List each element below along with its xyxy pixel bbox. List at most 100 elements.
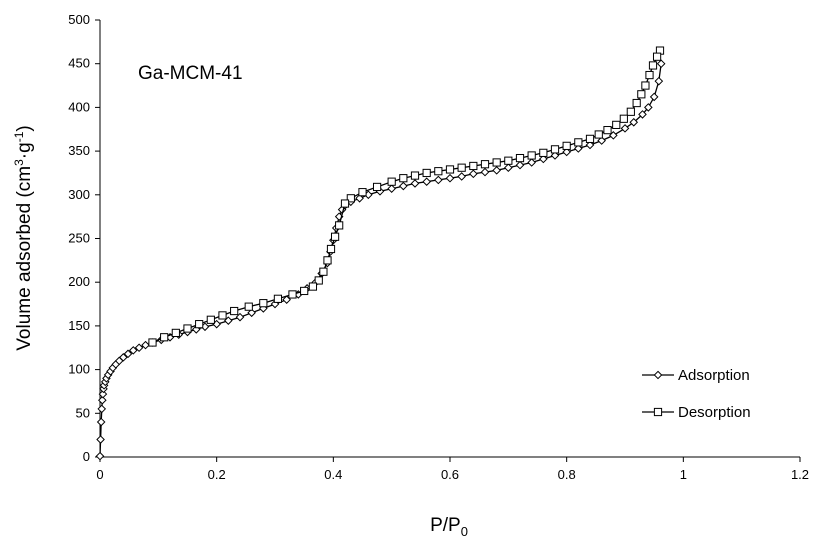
adsorption-point	[597, 136, 606, 145]
desorption-point	[183, 324, 192, 333]
y-tick-label: 0	[83, 449, 90, 464]
desorption-point	[273, 294, 283, 303]
desorption-point	[562, 141, 571, 150]
desorption-point	[206, 315, 215, 324]
desorption-point	[515, 153, 525, 163]
desorption-point	[619, 114, 628, 123]
desorption-point	[308, 282, 318, 291]
adsorption-point	[98, 389, 108, 399]
legend-label-adsorption: Adsorption	[678, 367, 750, 384]
desorption-point	[218, 311, 227, 320]
adsorption-point	[539, 154, 548, 164]
adsorption-point	[585, 140, 595, 150]
desorption-point	[319, 267, 328, 276]
desorption-point	[314, 276, 323, 285]
legend-item-desorption: Desorption	[642, 404, 751, 421]
adsorption-point	[574, 144, 583, 153]
desorption-point	[330, 232, 340, 241]
adsorption-point	[638, 110, 647, 119]
desorption-point	[492, 158, 501, 167]
adsorption-point	[550, 151, 560, 160]
desorption-point	[445, 165, 455, 174]
y-tick-label: 200	[68, 274, 90, 289]
desorption-point	[585, 134, 595, 143]
adsorption-point	[141, 340, 150, 350]
adsorption-point	[445, 173, 455, 183]
adsorption-point	[434, 175, 443, 185]
desorption-point	[527, 151, 536, 160]
desorption-point	[300, 286, 309, 296]
adsorption-point	[119, 353, 128, 362]
adsorption-point	[95, 451, 105, 461]
desorption-point	[648, 61, 658, 70]
desorption-point	[148, 338, 157, 347]
x-tick-label: 1.2	[791, 467, 809, 482]
adsorption-point	[387, 184, 396, 193]
desorption-point	[469, 161, 478, 171]
adsorption-point	[469, 169, 478, 179]
x-tick-label: 0.6	[441, 467, 459, 482]
x-tick-label: 0.8	[558, 467, 576, 482]
axes	[99, 20, 800, 458]
adsorption-point	[399, 181, 408, 191]
desorption-point	[594, 130, 603, 139]
adsorption-point	[235, 312, 245, 322]
desorption-line	[152, 50, 661, 344]
desorption-point	[652, 52, 662, 61]
legend-marker-adsorption	[653, 370, 663, 380]
desorption-point	[323, 256, 332, 265]
y-tick-label: 50	[76, 405, 90, 420]
desorption-point	[326, 244, 336, 254]
desorption-point	[195, 320, 204, 329]
y-tick-label: 350	[68, 143, 90, 158]
desorption-point	[340, 199, 350, 208]
y-tick-label: 100	[68, 362, 90, 377]
desorption-point	[160, 333, 169, 342]
adsorption-point	[128, 346, 138, 355]
adsorption-point	[410, 179, 420, 188]
desorption-point	[574, 138, 583, 147]
desorption-point	[230, 306, 239, 316]
legend: Adsorption Desorption	[642, 367, 751, 421]
adsorption-point	[504, 163, 513, 173]
legend-marker-desorption	[653, 407, 663, 417]
adsorption-point	[96, 435, 105, 444]
desorption-point	[632, 98, 641, 108]
adsorption-point	[247, 308, 256, 318]
adsorption-point	[527, 158, 536, 167]
adsorption-line	[99, 63, 662, 457]
desorption-point	[504, 156, 513, 165]
adsorption-point	[480, 167, 490, 177]
desorption-point	[346, 194, 355, 203]
desorption-point	[434, 167, 443, 176]
x-tick-label: 0	[96, 467, 103, 482]
desorption-point	[399, 174, 408, 183]
desorption-point	[410, 171, 420, 180]
adsorption-point	[492, 166, 501, 175]
desorption-point	[288, 290, 297, 299]
adsorption-point	[123, 349, 133, 359]
adsorption-point	[656, 59, 666, 69]
desorption-series	[148, 46, 665, 347]
x-tick-label: 0.2	[208, 467, 226, 482]
desorption-point	[603, 126, 612, 135]
tick-labels: 0 0.2 0.4 0.6 0.8 1 1.2 0 50 100 150 200 250 300 350 40…	[68, 12, 809, 482]
adsorption-point	[515, 160, 525, 170]
y-axis-title: Volume adsorbed (cm3·g-1)	[12, 125, 35, 350]
x-tick-label: 0.4	[324, 467, 342, 482]
desorption-point	[626, 107, 635, 116]
y-tick-label: 450	[68, 56, 90, 71]
adsorption-point	[97, 404, 107, 414]
desorption-point	[358, 188, 367, 197]
y-tick-label: 150	[68, 318, 90, 333]
legend-item-adsorption: Adsorption	[642, 367, 750, 384]
sample-annotation: Ga-MCM-41	[138, 63, 243, 84]
adsorption-point	[422, 177, 431, 186]
adsorption-point	[654, 76, 664, 86]
adsorption-point	[457, 172, 466, 181]
desorption-point	[641, 81, 650, 90]
y-tick-label: 300	[68, 187, 90, 202]
desorption-point	[387, 177, 396, 186]
desorption-point	[612, 120, 621, 129]
